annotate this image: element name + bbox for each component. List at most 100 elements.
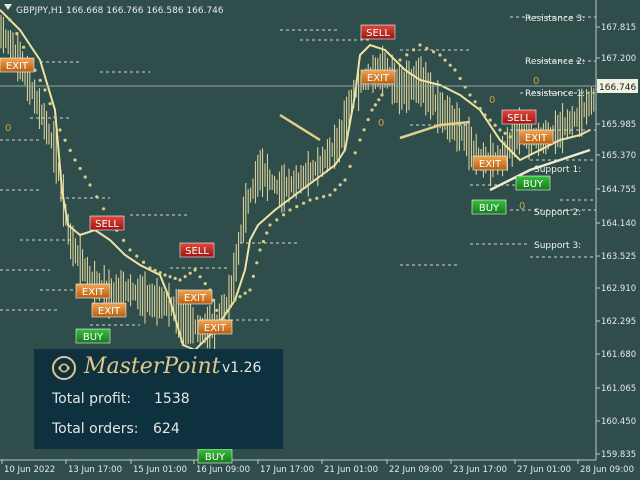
symbol-title: GBPJPY,H1 166.668 166.766 166.586 166.74… (16, 6, 224, 16)
trailing-dot (215, 308, 219, 312)
price-label: 161.065 (601, 384, 636, 394)
date-label: 10 Jun 2022 (4, 465, 55, 475)
trailing-dot (73, 158, 77, 162)
sell-signal-box (501, 109, 537, 125)
exit-signal[interactable]: EXIT (360, 69, 396, 85)
exit-signal-label: EXIT (184, 293, 207, 304)
sell-signal[interactable]: SELL (89, 215, 125, 231)
total-profit-value: 1538 (154, 391, 190, 407)
date-labels: 10 Jun 2022 13 Jun 17:00 15 Jun 01:00 16 Ju… (1, 460, 634, 475)
date-label: 28 Jun 09:00 (580, 465, 634, 475)
buy-signal-label: BUY (205, 452, 226, 463)
buy-signal[interactable]: BUY (75, 328, 111, 344)
trailing-dot (238, 295, 242, 299)
buy-signal[interactable]: BUY (197, 448, 233, 464)
trailing-dot (128, 248, 132, 252)
price-axis (596, 0, 640, 460)
buy-signal-box (197, 448, 233, 464)
exit-signal-label: EXIT (82, 287, 105, 298)
trailing-dot (153, 268, 157, 272)
exit-signal[interactable]: EXIT (91, 302, 127, 318)
trailing-dot (158, 271, 162, 275)
trailing-dot (43, 88, 47, 92)
exit-signal[interactable]: EXIT (518, 129, 554, 145)
trailing-dot (348, 164, 352, 168)
exit-signal-box (91, 302, 127, 318)
trailing-dot (333, 188, 337, 192)
trailing-dot (265, 231, 269, 235)
trailing-dot (48, 102, 52, 106)
trailing-dot (493, 123, 497, 127)
trailing-dot (193, 268, 197, 272)
trailing-dot (380, 93, 384, 97)
trailing-dot (338, 183, 342, 187)
trailing-dot (418, 43, 422, 47)
stats-panel: MasterPoint v1.26 Total profit: 1538 Tot… (34, 349, 283, 449)
exit-signal-box (75, 283, 111, 299)
trend-line-1 (279, 113, 321, 142)
price-label: 167.200 (601, 54, 636, 64)
trailing-dot (148, 266, 152, 270)
price-label: 164.140 (601, 219, 636, 229)
buy-signal[interactable]: BUY (471, 199, 507, 215)
exit-signal-label: EXIT (6, 61, 29, 72)
price-label: 167.815 (601, 23, 636, 33)
trailing-dot (198, 275, 202, 279)
sell-signal[interactable]: SELL (360, 24, 396, 40)
trailing-dot (83, 175, 87, 179)
trailing-dot (443, 58, 447, 62)
resistance-3-label: Resistance 3: (525, 14, 585, 24)
trailing-dot (88, 183, 92, 187)
zero-marker: 0 (519, 201, 525, 212)
trailing-dot (275, 218, 279, 222)
exit-signal[interactable]: EXIT (472, 155, 508, 171)
exit-signal-box (177, 289, 213, 305)
trailing-dot (95, 195, 99, 199)
sell-signal-box (89, 215, 125, 231)
resistance-2-label: Resistance 2: (525, 57, 585, 67)
buy-signal-box (471, 199, 507, 215)
trailing-dot (233, 298, 237, 302)
trailing-dot (405, 53, 409, 57)
trailing-dot (63, 138, 67, 142)
date-label: 21 Jun 01:00 (324, 465, 378, 475)
exit-signal[interactable]: EXIT (177, 289, 213, 305)
buy-signal[interactable]: BUY (515, 175, 551, 191)
exit-signal[interactable]: EXIT (197, 319, 233, 335)
exit-signal[interactable]: EXIT (75, 283, 111, 299)
trailing-dot (22, 45, 26, 49)
sell-signal-label: SELL (95, 219, 119, 230)
trailing-dot (503, 131, 507, 135)
exit-signal-label: EXIT (479, 159, 502, 170)
trailing-dot (468, 93, 472, 97)
trailing-dot (373, 103, 377, 107)
date-label: 15 Jun 01:00 (133, 465, 187, 475)
sell-signal-label: SELL (366, 28, 390, 39)
sell-signal[interactable]: SELL (179, 242, 215, 258)
date-label: 13 Jun 17:00 (68, 465, 122, 475)
trailing-dot (328, 193, 332, 197)
price-label: 163.525 (601, 252, 636, 262)
trailing-dot (448, 63, 452, 67)
brand-name: MasterPoint (84, 354, 221, 379)
support-2-label: Support 2: (534, 208, 581, 218)
trend-line-3 (489, 148, 591, 192)
trailing-dot (282, 213, 286, 217)
current-price-value: 166.746 (599, 83, 636, 93)
price-label: 159.835 (601, 450, 636, 460)
trailing-dot (473, 100, 477, 104)
trailing-dot (483, 113, 487, 117)
title-arrow-icon (4, 4, 12, 10)
price-label: 161.680 (601, 350, 636, 360)
trend-line-2 (399, 120, 471, 140)
trailing-dot (377, 98, 381, 102)
price-label: 160.450 (601, 417, 636, 427)
total-orders-label: Total orders: (52, 421, 139, 437)
trailing-dot (362, 128, 366, 132)
trailing-dot (478, 107, 482, 111)
exit-signal[interactable]: EXIT (0, 57, 35, 73)
zero-marker: 0 (533, 76, 539, 87)
version-label: v1.26 (222, 360, 262, 376)
sell-signal[interactable]: SELL (501, 109, 537, 125)
